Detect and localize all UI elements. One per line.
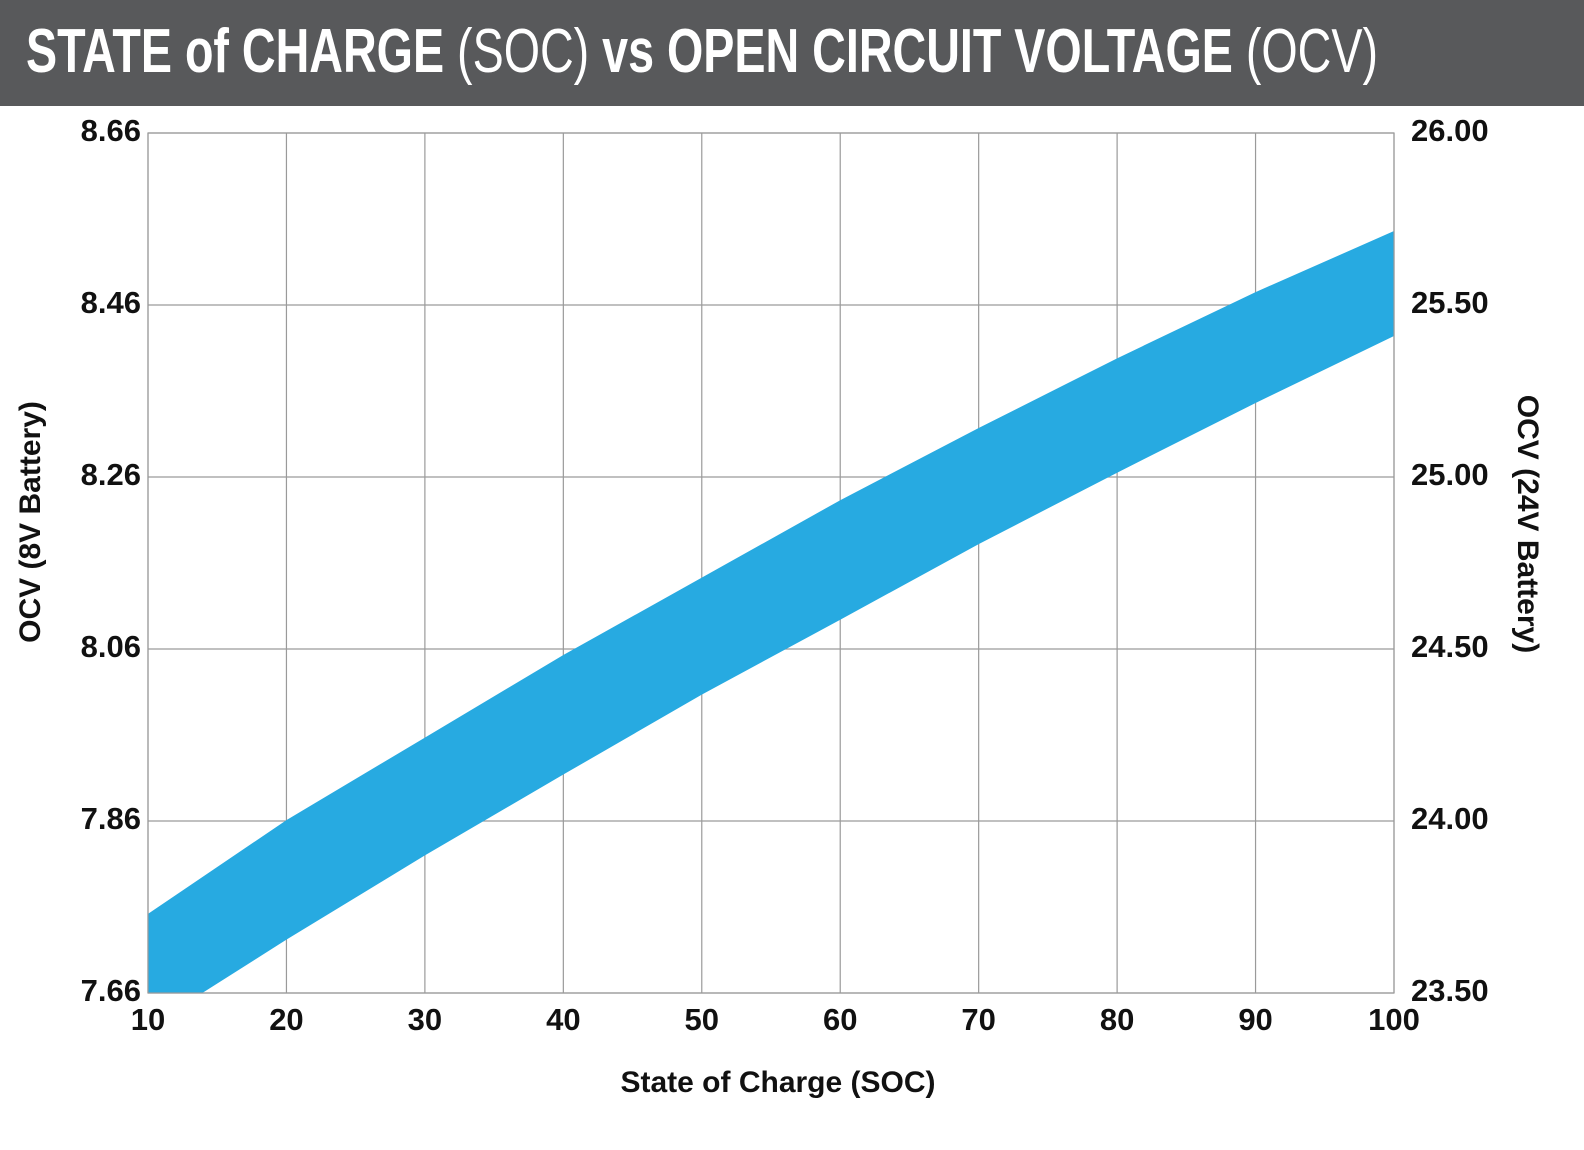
x-tick-label: 50 <box>685 1002 719 1037</box>
y-tick-label: 7.66 <box>81 973 141 1008</box>
x-tick-label: 100 <box>1368 1002 1420 1037</box>
x-tick-label: 70 <box>961 1002 995 1037</box>
y-tick-label: 8.46 <box>81 285 141 320</box>
y2-tick-label: 24.50 <box>1411 629 1489 664</box>
y-tick-label: 8.66 <box>81 113 141 148</box>
tick-labels: 10 20 30 40 50 60 70 80 90 100 7.66 7.86 8.06 8.26 8.4… <box>81 113 1489 1037</box>
y-tick-label: 8.06 <box>81 629 141 664</box>
y2-tick-label: 23.50 <box>1411 973 1489 1008</box>
x-axis-label: State of Charge (SOC) <box>620 1066 935 1099</box>
x-tick-label: 10 <box>131 1002 165 1037</box>
y2-axis-label: OCV (24V Battery) <box>1511 395 1544 653</box>
y-tick-label: 8.26 <box>81 457 141 492</box>
x-tick-label: 30 <box>408 1002 442 1037</box>
plot-area <box>148 231 1394 993</box>
x-tick-label: 90 <box>1238 1002 1272 1037</box>
ocv-band <box>148 231 1394 993</box>
x-tick-label: 60 <box>823 1002 857 1037</box>
x-tick-label: 40 <box>546 1002 580 1037</box>
chart-title: STATE of CHARGE (SOC) vs OPEN CIRCUIT VO… <box>26 17 1378 86</box>
y2-tick-label: 24.00 <box>1411 801 1489 836</box>
x-tick-label: 80 <box>1100 1002 1134 1037</box>
title-bar <box>0 0 1584 106</box>
y-tick-label: 7.86 <box>81 801 141 836</box>
plot-border <box>147 132 1395 994</box>
x-tick-label: 20 <box>269 1002 303 1037</box>
y2-tick-label: 26.00 <box>1411 113 1489 148</box>
y-axis-label: OCV (8V Battery) <box>14 401 47 643</box>
y2-tick-label: 25.00 <box>1411 457 1489 492</box>
y2-tick-label: 25.50 <box>1411 285 1489 320</box>
